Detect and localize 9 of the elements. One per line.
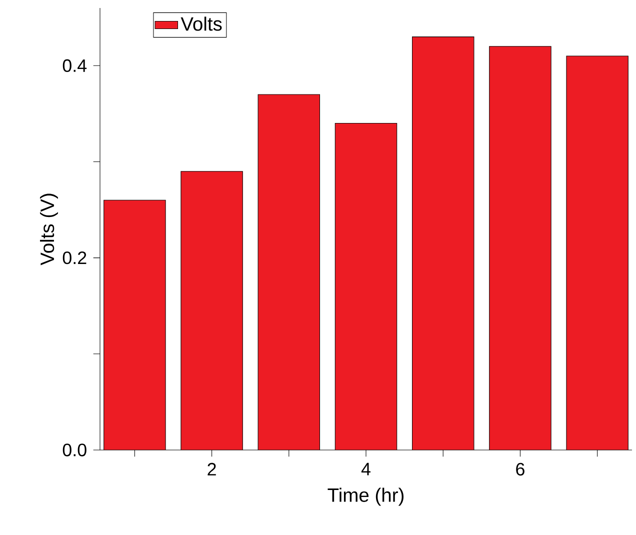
y-tick-label: 0.0 — [62, 444, 86, 456]
y-tick-label: 0.2 — [62, 251, 86, 264]
x-tick-label: 6 — [516, 462, 524, 476]
legend-label: Volts — [180, 16, 222, 31]
x-tick-label: 2 — [208, 462, 216, 476]
x-tick-label: 4 — [361, 462, 370, 476]
y-tick-label: 0.4 — [62, 59, 87, 72]
x-axis-title: Time (hr) — [328, 488, 404, 506]
y-axis-title: Volts (V) — [40, 194, 58, 266]
